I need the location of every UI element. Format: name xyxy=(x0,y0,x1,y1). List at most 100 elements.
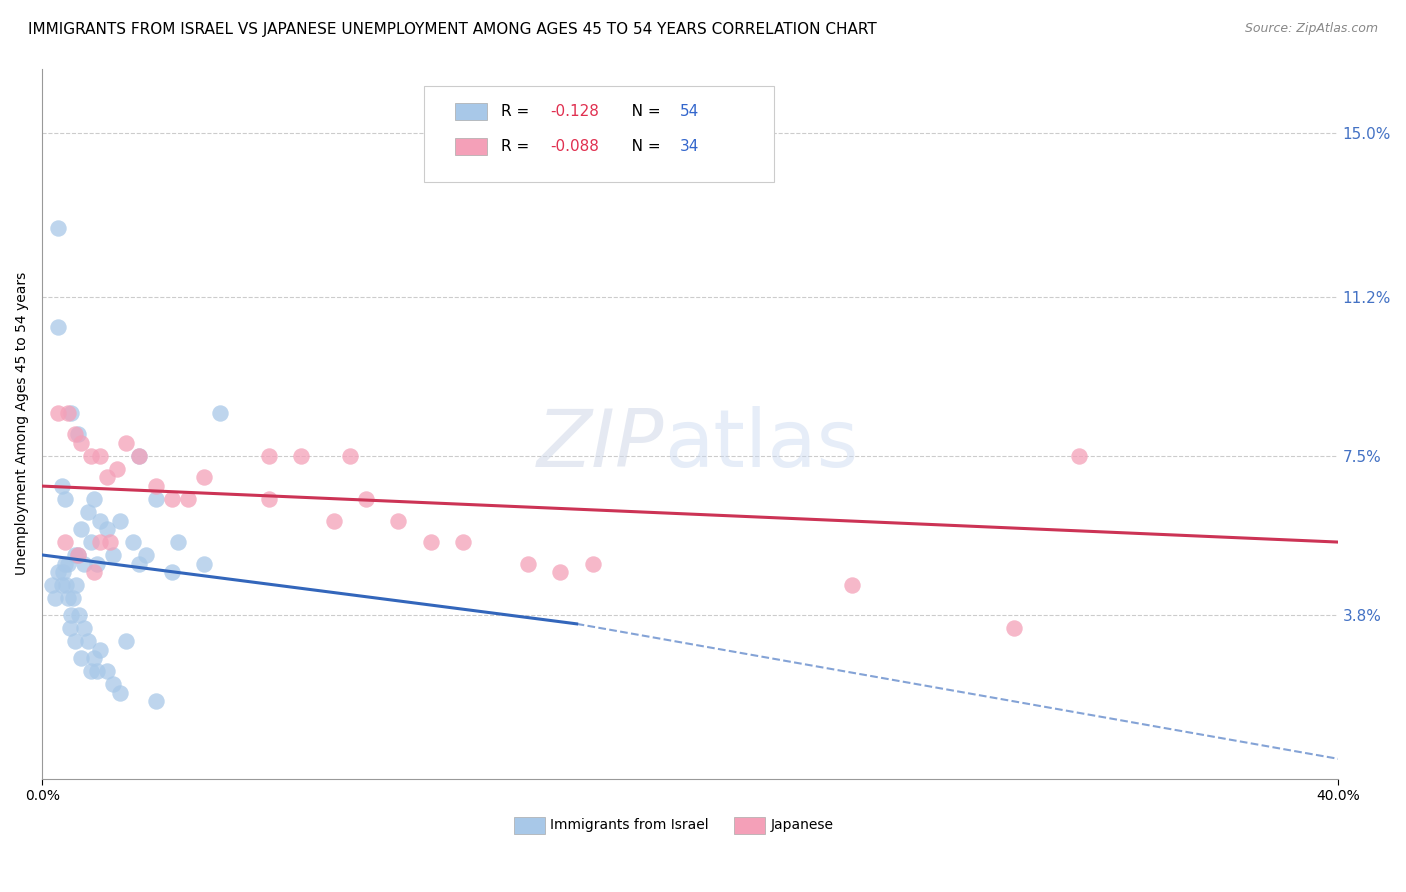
Point xyxy=(53,491,76,506)
Point xyxy=(70,436,93,450)
Point xyxy=(60,406,83,420)
Point xyxy=(841,578,863,592)
Point xyxy=(103,677,125,691)
Point xyxy=(105,462,128,476)
Point xyxy=(387,514,409,528)
Point xyxy=(48,406,70,420)
Point xyxy=(193,557,215,571)
Point xyxy=(96,664,118,678)
Point xyxy=(70,651,93,665)
Point xyxy=(108,514,131,528)
Text: N =: N = xyxy=(617,139,666,154)
Point xyxy=(89,642,111,657)
Text: Japanese: Japanese xyxy=(770,818,834,832)
Point xyxy=(48,319,70,334)
Text: -0.128: -0.128 xyxy=(550,103,599,119)
Point xyxy=(209,406,232,420)
Text: ZIP: ZIP xyxy=(537,406,664,484)
Point xyxy=(160,565,183,579)
Point xyxy=(517,557,540,571)
Point xyxy=(76,634,98,648)
Text: 34: 34 xyxy=(679,139,699,154)
Point xyxy=(145,479,167,493)
Point xyxy=(177,491,200,506)
Point xyxy=(65,578,87,592)
Point xyxy=(70,522,93,536)
Point xyxy=(96,522,118,536)
Text: atlas: atlas xyxy=(664,406,859,484)
Point xyxy=(52,565,75,579)
Point xyxy=(290,449,312,463)
Text: 54: 54 xyxy=(679,103,699,119)
Text: -0.088: -0.088 xyxy=(550,139,599,154)
Point xyxy=(89,535,111,549)
Point xyxy=(122,535,145,549)
Point xyxy=(167,535,190,549)
Text: R =: R = xyxy=(501,103,538,119)
Point xyxy=(83,651,105,665)
Text: IMMIGRANTS FROM ISRAEL VS JAPANESE UNEMPLOYMENT AMONG AGES 45 TO 54 YEARS CORREL: IMMIGRANTS FROM ISRAEL VS JAPANESE UNEMP… xyxy=(28,22,877,37)
Text: Source: ZipAtlas.com: Source: ZipAtlas.com xyxy=(1244,22,1378,36)
FancyBboxPatch shape xyxy=(513,817,546,834)
Point xyxy=(66,548,89,562)
Point xyxy=(51,578,73,592)
Point xyxy=(419,535,441,549)
FancyBboxPatch shape xyxy=(456,103,486,120)
Point xyxy=(582,557,605,571)
Point xyxy=(98,535,121,549)
Point xyxy=(80,535,103,549)
Point xyxy=(103,548,125,562)
Point xyxy=(128,449,150,463)
Point xyxy=(83,565,105,579)
Point xyxy=(56,557,79,571)
Point xyxy=(257,449,280,463)
Point xyxy=(86,664,108,678)
Point xyxy=(80,664,103,678)
Point xyxy=(145,694,167,708)
Point xyxy=(63,634,86,648)
Point xyxy=(96,470,118,484)
Point xyxy=(44,591,66,605)
Point xyxy=(108,686,131,700)
Point xyxy=(550,565,572,579)
Point xyxy=(80,449,103,463)
Point xyxy=(59,621,82,635)
Point xyxy=(56,406,79,420)
Point xyxy=(128,557,150,571)
FancyBboxPatch shape xyxy=(425,87,775,182)
Point xyxy=(193,470,215,484)
Point xyxy=(115,634,138,648)
Point xyxy=(451,535,474,549)
Point xyxy=(339,449,361,463)
Point xyxy=(135,548,157,562)
Point xyxy=(63,427,86,442)
Point xyxy=(60,608,83,623)
Point xyxy=(41,578,63,592)
Point xyxy=(55,578,77,592)
Point xyxy=(115,436,138,450)
Point xyxy=(48,220,70,235)
Point xyxy=(48,565,70,579)
Point xyxy=(128,449,150,463)
Point xyxy=(322,514,344,528)
Point xyxy=(69,608,91,623)
FancyBboxPatch shape xyxy=(734,817,765,834)
Y-axis label: Unemployment Among Ages 45 to 54 years: Unemployment Among Ages 45 to 54 years xyxy=(15,272,30,575)
Point xyxy=(51,479,73,493)
Point xyxy=(1067,449,1090,463)
Point xyxy=(86,557,108,571)
Point xyxy=(63,548,86,562)
Point xyxy=(257,491,280,506)
Point xyxy=(53,535,76,549)
Point xyxy=(73,621,96,635)
Point xyxy=(56,591,79,605)
Point xyxy=(53,557,76,571)
Text: N =: N = xyxy=(617,103,666,119)
Text: R =: R = xyxy=(501,139,538,154)
Point xyxy=(89,449,111,463)
Point xyxy=(73,557,96,571)
Point xyxy=(76,505,98,519)
Point xyxy=(354,491,377,506)
Point xyxy=(62,591,84,605)
Text: Immigrants from Israel: Immigrants from Israel xyxy=(550,818,709,832)
